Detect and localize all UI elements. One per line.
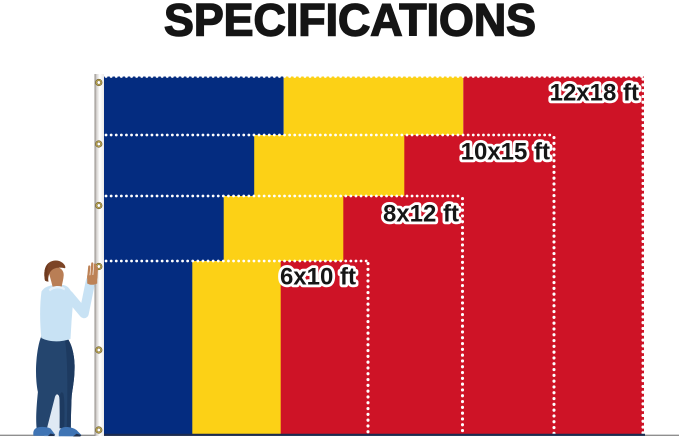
svg-text:12x18 ft: 12x18 ft xyxy=(550,80,639,107)
svg-text:6x10 ft: 6x10 ft xyxy=(280,264,356,291)
svg-text:10x15 ft: 10x15 ft xyxy=(461,139,550,166)
svg-text:SPECIFICATIONS: SPECIFICATIONS xyxy=(164,0,536,46)
svg-text:8x12 ft: 8x12 ft xyxy=(383,201,459,228)
